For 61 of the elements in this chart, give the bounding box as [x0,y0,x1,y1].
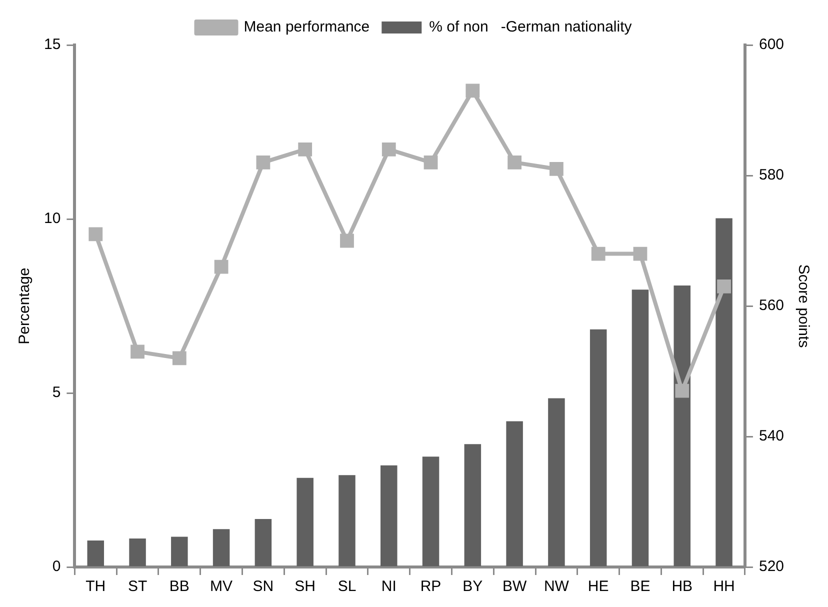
bar [548,398,565,566]
x-tick-label: HE [588,578,609,596]
point [550,162,564,176]
x-tick-label: SL [338,578,356,596]
bar [674,285,691,566]
x-tick-label: MV [210,578,233,596]
point [591,246,606,261]
point [298,142,312,156]
bar [506,421,523,566]
bar [212,529,230,566]
bar [296,478,314,566]
y-tick-label: 15 [44,36,61,54]
point [675,384,690,398]
bar [129,538,146,566]
y-tick-label: 5 [52,384,61,402]
x-tick-label: TH [86,578,106,596]
x-tick-label: SN [252,578,274,596]
bar [464,444,482,566]
point [340,234,354,248]
point [214,260,228,274]
x-tick-label: BW [502,578,528,596]
bar [338,475,356,566]
x-tick-label: BY [462,578,483,596]
legend-label: Mean performance [244,18,370,36]
bar [716,218,732,566]
bar [380,465,398,566]
x-tick-label: BB [169,578,190,596]
point [172,351,186,366]
point [633,246,648,261]
x-tick-label: SH [294,578,316,596]
x-tick-label: NW [544,578,570,596]
bar [632,290,649,566]
x-tick-label: BE [630,578,650,596]
bar [171,536,188,566]
point [88,227,103,242]
x-tick-label: ST [128,578,148,596]
y2-tick-label: 540 [758,428,784,445]
x-tick-label: NI [381,578,396,596]
y2-tick-label: 600 [758,36,784,54]
point [424,156,438,170]
point [508,156,522,170]
bar [422,456,440,566]
y2-tick-label: 520 [758,558,784,576]
x-tick-label: HB [672,578,693,596]
y-axis-title: Percentage [16,268,34,344]
bar [87,540,104,566]
y2-axis-title: Score points [794,264,812,348]
y-tick-label: 0 [52,558,61,576]
point [717,279,731,294]
bar [254,518,272,566]
x-tick-label: RP [420,578,442,596]
y2-tick-label: 580 [758,166,784,184]
y-tick-label: 10 [44,210,61,228]
bar [590,329,607,566]
point [256,156,270,170]
point [130,344,144,359]
point [382,142,396,156]
x-tick-label: HH [713,578,735,596]
y2-tick-label: 560 [758,297,784,314]
point [466,84,480,98]
legend-label: % of non -German nationality [429,18,632,36]
